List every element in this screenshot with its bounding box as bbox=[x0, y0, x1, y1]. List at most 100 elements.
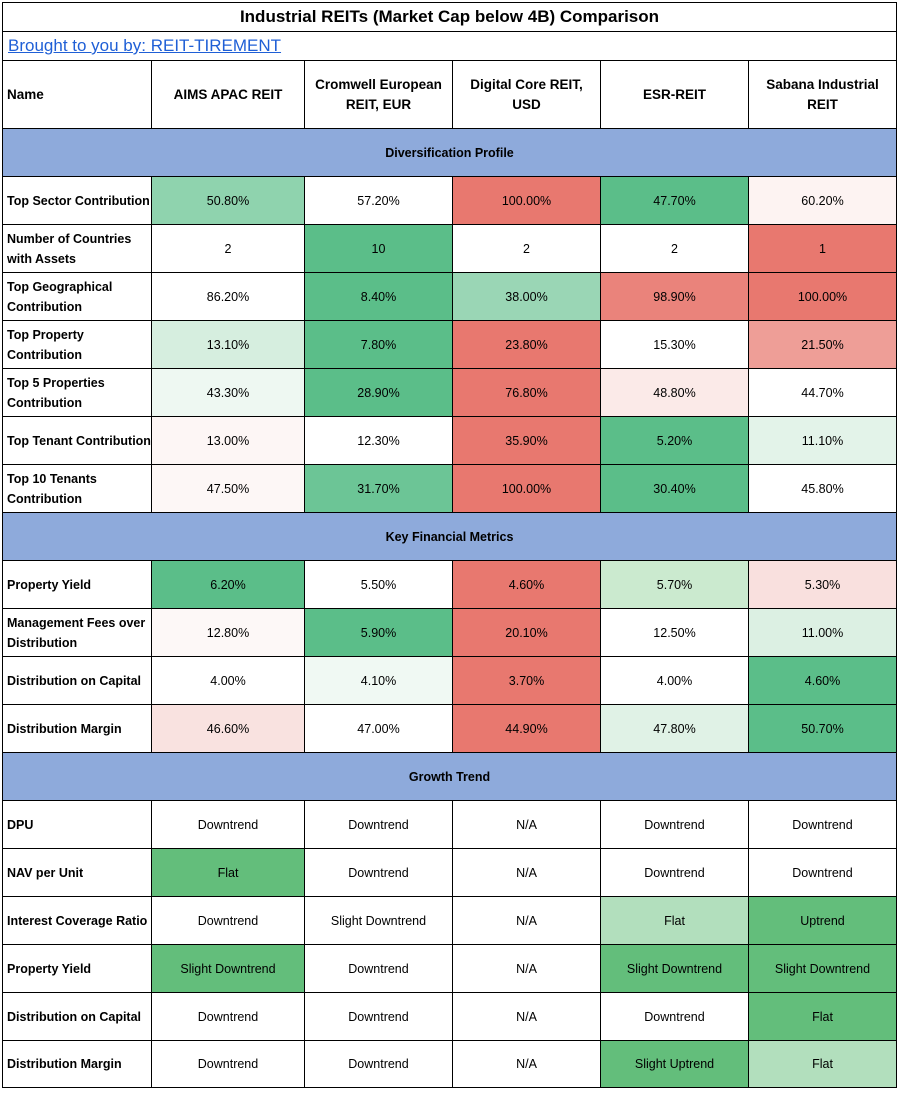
table-cell: N/A bbox=[452, 896, 601, 945]
table-cell: 20.10% bbox=[452, 608, 601, 657]
table-row: Distribution on Capital Downtrend Downtren… bbox=[2, 992, 897, 1041]
table-cell: 43.30% bbox=[151, 368, 305, 417]
table-cell: 13.10% bbox=[151, 320, 305, 369]
table-cell: Downtrend bbox=[748, 848, 897, 897]
table-row: Distribution Margin 46.60% 47.00% 44.90% 47.… bbox=[2, 704, 897, 753]
table-cell: 50.80% bbox=[151, 176, 305, 225]
table-cell: 44.90% bbox=[452, 704, 601, 753]
table-cell: 76.80% bbox=[452, 368, 601, 417]
table-cell: 4.60% bbox=[452, 560, 601, 609]
table-cell: N/A bbox=[452, 1040, 601, 1088]
table-cell: 86.20% bbox=[151, 272, 305, 321]
table-cell: 12.30% bbox=[304, 416, 453, 465]
table-cell: 8.40% bbox=[304, 272, 453, 321]
table-row: Top Sector Contribution 50.80% 57.20% 100.0… bbox=[2, 176, 897, 225]
row-label: Top 10 Tenants Contribution bbox=[2, 464, 152, 513]
table-cell: N/A bbox=[452, 848, 601, 897]
section-title: Diversification Profile bbox=[2, 128, 897, 177]
table-cell: 45.80% bbox=[748, 464, 897, 513]
table-cell: Slight Downtrend bbox=[600, 944, 749, 993]
table-cell: Downtrend bbox=[304, 800, 453, 849]
table-row: Management Fees over Distribution 12.80% 5… bbox=[2, 608, 897, 657]
table-cell: 21.50% bbox=[748, 320, 897, 369]
column-header-name: Name bbox=[2, 60, 152, 129]
table-cell: 47.80% bbox=[600, 704, 749, 753]
table-row: Top 10 Tenants Contribution 47.50% 31.70% 1… bbox=[2, 464, 897, 513]
table-row: Distribution Margin Downtrend Downtrend N/A… bbox=[2, 1040, 897, 1088]
row-label: Number of Countries with Assets bbox=[2, 224, 152, 273]
table-row: Top Tenant Contribution 13.00% 12.30% 35.90… bbox=[2, 416, 897, 465]
table-cell: 5.30% bbox=[748, 560, 897, 609]
table-cell: 15.30% bbox=[600, 320, 749, 369]
table-cell: Downtrend bbox=[151, 800, 305, 849]
row-label: Distribution Margin bbox=[2, 1040, 152, 1088]
row-label: Distribution Margin bbox=[2, 704, 152, 753]
table-cell: 31.70% bbox=[304, 464, 453, 513]
column-header-reit: AIMS APAC REIT bbox=[151, 60, 305, 129]
table-row: Property Yield 6.20% 5.50% 4.60% 5.70% 5.30% bbox=[2, 560, 897, 609]
table-cell: 13.00% bbox=[151, 416, 305, 465]
table-cell: N/A bbox=[452, 800, 601, 849]
table-cell: N/A bbox=[452, 944, 601, 993]
table-cell: Downtrend bbox=[304, 992, 453, 1041]
table-cell: Downtrend bbox=[600, 800, 749, 849]
table-cell: 50.70% bbox=[748, 704, 897, 753]
table-cell: 12.50% bbox=[600, 608, 749, 657]
table-cell: Downtrend bbox=[151, 896, 305, 945]
attribution-cell: Brought to you by: REIT-TIREMENT bbox=[2, 31, 897, 61]
table-cell: 46.60% bbox=[151, 704, 305, 753]
table-cell: 4.00% bbox=[600, 656, 749, 705]
row-label: Top Tenant Contribution bbox=[2, 416, 152, 465]
table-cell: 100.00% bbox=[748, 272, 897, 321]
row-label: DPU bbox=[2, 800, 152, 849]
table-cell: Slight Downtrend bbox=[304, 896, 453, 945]
table-cell: Downtrend bbox=[151, 1040, 305, 1088]
table-cell: 5.90% bbox=[304, 608, 453, 657]
table-cell: 7.80% bbox=[304, 320, 453, 369]
row-label: Top Property Contribution bbox=[2, 320, 152, 369]
row-label: Management Fees over Distribution bbox=[2, 608, 152, 657]
table-cell: 28.90% bbox=[304, 368, 453, 417]
table-cell: Flat bbox=[600, 896, 749, 945]
table-cell: 4.10% bbox=[304, 656, 453, 705]
table-title: Industrial REITs (Market Cap below 4B) C… bbox=[2, 2, 897, 32]
table-cell: Downtrend bbox=[304, 1040, 453, 1088]
row-label: Top Sector Contribution bbox=[2, 176, 152, 225]
table-cell: 2 bbox=[151, 224, 305, 273]
row-label: NAV per Unit bbox=[2, 848, 152, 897]
table-cell: N/A bbox=[452, 992, 601, 1041]
table-cell: 47.00% bbox=[304, 704, 453, 753]
table-cell: Downtrend bbox=[304, 944, 453, 993]
table-cell: 5.50% bbox=[304, 560, 453, 609]
table-cell: 10 bbox=[304, 224, 453, 273]
section-header-row: Growth Trend bbox=[2, 752, 897, 801]
section-header-row: Diversification Profile bbox=[2, 128, 897, 177]
table-cell: 60.20% bbox=[748, 176, 897, 225]
table-row: Top 5 Properties Contribution 43.30% 28.90… bbox=[2, 368, 897, 417]
table-cell: 12.80% bbox=[151, 608, 305, 657]
table-cell: 100.00% bbox=[452, 176, 601, 225]
row-label: Property Yield bbox=[2, 560, 152, 609]
table-cell: 98.90% bbox=[600, 272, 749, 321]
table-cell: Downtrend bbox=[304, 848, 453, 897]
table-cell: 6.20% bbox=[151, 560, 305, 609]
row-label: Property Yield bbox=[2, 944, 152, 993]
table-cell: Uptrend bbox=[748, 896, 897, 945]
table-row: DPU Downtrend Downtrend N/A Downtrend Downtre… bbox=[2, 800, 897, 849]
table-cell: Slight Downtrend bbox=[748, 944, 897, 993]
section-title: Growth Trend bbox=[2, 752, 897, 801]
table-cell: 30.40% bbox=[600, 464, 749, 513]
table-row: Top Property Contribution 13.10% 7.80% 23.8… bbox=[2, 320, 897, 369]
row-label: Distribution on Capital bbox=[2, 656, 152, 705]
column-header-reit: ESR-REIT bbox=[600, 60, 749, 129]
table-cell: 47.50% bbox=[151, 464, 305, 513]
column-header-reit: Sabana Industrial REIT bbox=[748, 60, 897, 129]
row-label: Top 5 Properties Contribution bbox=[2, 368, 152, 417]
table-row: Top Geographical Contribution 86.20% 8.40%… bbox=[2, 272, 897, 321]
column-header-reit: Digital Core REIT, USD bbox=[452, 60, 601, 129]
row-label: Distribution on Capital bbox=[2, 992, 152, 1041]
table-cell: 44.70% bbox=[748, 368, 897, 417]
table-cell: Downtrend bbox=[151, 992, 305, 1041]
attribution-link[interactable]: Brought to you by: REIT-TIREMENT bbox=[8, 36, 282, 55]
table-cell: 11.00% bbox=[748, 608, 897, 657]
